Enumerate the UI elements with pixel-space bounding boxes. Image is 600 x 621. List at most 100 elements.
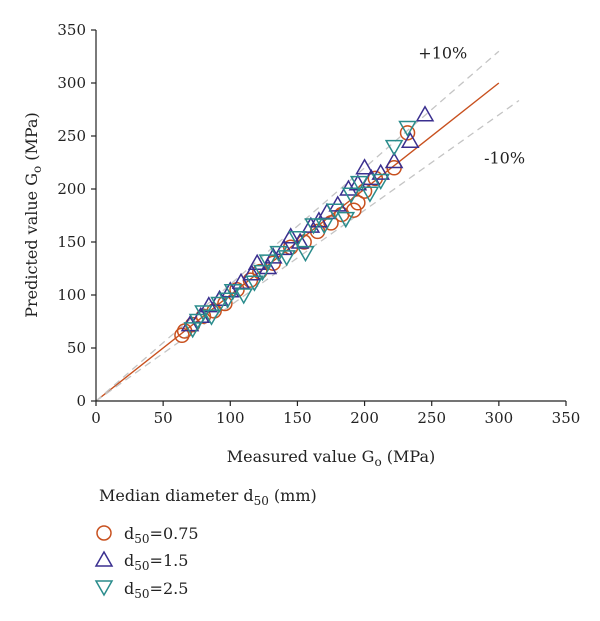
x-axis-title-sub: o — [374, 455, 381, 469]
legend-marker-triangle-up — [94, 550, 114, 567]
y-tick-label: 150 — [57, 233, 86, 251]
x-axis-title-unit: (MPa) — [382, 447, 436, 466]
x-tick-label: 0 — [91, 409, 101, 427]
reference-line-minus10 — [95, 99, 520, 402]
legend-title: Median diameter d50 (mm) — [99, 486, 317, 508]
data-point-triangle-down — [202, 309, 221, 326]
data-point-triangle-up — [301, 216, 321, 233]
legend-label-sub: 50 — [134, 559, 149, 573]
data-point-triangle-up — [415, 105, 435, 122]
data-point-triangle-down — [288, 231, 307, 248]
data-point-triangle-up — [309, 211, 329, 228]
legend-label-sub: 50 — [134, 587, 149, 601]
data-point-circle — [174, 327, 190, 344]
data-point-triangle-down — [234, 288, 254, 305]
y-tick-label: 300 — [57, 74, 86, 92]
legend-label-d50-1-5: d50=1.5 — [124, 551, 188, 573]
legend-item-d50-0-75: d50=0.75 — [96, 524, 199, 546]
x-tick-label: 200 — [350, 409, 379, 427]
legend-marker-circle — [96, 525, 112, 541]
x-tick-label: 100 — [216, 409, 245, 427]
x-tick-label: 300 — [485, 409, 514, 427]
legend-item-d50-1-5: d50=1.5 — [94, 550, 188, 573]
data-point-triangle-down — [398, 120, 417, 138]
data-point-triangle-up — [384, 151, 404, 169]
y-tick-label: 100 — [57, 286, 86, 304]
data-point-triangle-down — [218, 292, 237, 309]
data-point-triangle-down — [349, 175, 369, 193]
data-point-circle — [346, 202, 362, 218]
y-tick-label: 350 — [57, 21, 86, 39]
legend-label-pre: d — [124, 524, 134, 543]
data-point-triangle-up — [371, 163, 390, 180]
data-point-triangle-up — [220, 281, 240, 298]
data-point-triangle-down — [336, 211, 356, 229]
x-tick-label: 50 — [154, 409, 173, 427]
data-point-triangle-down — [245, 275, 264, 292]
data-point-triangle-down — [314, 218, 334, 235]
data-point-triangle-down — [188, 313, 208, 330]
legend-label-pre: d — [124, 551, 134, 570]
x-axis-title: Measured value Go (MPa) — [227, 447, 435, 469]
legend-title-unit: (mm) — [269, 486, 317, 505]
legend-label-d50-2-5: d50=2.5 — [124, 579, 188, 601]
data-point-triangle-up — [210, 289, 229, 306]
legend-item-d50-2-5: d50=2.5 — [94, 579, 188, 601]
data-point-triangle-down — [183, 322, 202, 339]
data-points — [174, 105, 435, 344]
legend-label-sub: 50 — [134, 532, 149, 546]
legend-label-pre: d — [124, 579, 134, 598]
x-tick-label: 150 — [283, 409, 312, 427]
minus-10-percent-label: -10% — [484, 149, 525, 168]
data-point-triangle-down — [253, 264, 272, 282]
legend-label-d50-0-75: d50=0.75 — [124, 524, 199, 546]
data-point-triangle-up — [355, 158, 374, 175]
y-tick-label: 200 — [57, 180, 86, 198]
legend-title-sub: 50 — [254, 494, 269, 508]
y-tick-label: 50 — [67, 339, 86, 357]
legend-label-post: =0.75 — [150, 524, 199, 543]
data-point-triangle-up — [274, 238, 294, 256]
plus-10-percent-label: +10% — [418, 44, 467, 63]
data-point-triangle-down — [371, 173, 390, 191]
data-point-triangle-up — [400, 131, 420, 149]
y-tick-label: 250 — [57, 127, 86, 145]
data-point-triangle-up — [258, 257, 278, 275]
x-tick-label: 250 — [417, 409, 446, 427]
y-tick-label: 0 — [76, 392, 86, 410]
data-point-triangle-up — [263, 247, 283, 264]
x-tick-label: 350 — [552, 409, 581, 427]
y-axis-title-unit: (MPa) — [22, 112, 41, 166]
data-point-triangle-down — [194, 305, 213, 322]
data-point-triangle-down — [210, 296, 229, 313]
data-point-triangle-up — [180, 315, 200, 332]
legend: Median diameter d50 (mm) d50=0.75 d50=1.… — [94, 486, 317, 601]
data-point-triangle-up — [290, 232, 310, 249]
legend-label-post: =2.5 — [150, 579, 189, 598]
data-point-triangle-down — [325, 203, 345, 220]
axis-ticks: 0 50 100 150 200 250 300 350 0 50 100 150 200 250 300 3… — [57, 21, 580, 427]
reference-line-plus10 — [95, 50, 500, 402]
y-axis-title: Predicted value Go (MPa) — [22, 112, 44, 318]
data-point-triangle-down — [277, 250, 296, 267]
data-point-triangle-down — [384, 139, 404, 157]
axes — [95, 30, 566, 402]
data-point-circle — [399, 125, 416, 141]
data-point-triangle-down — [258, 254, 278, 271]
reference-lines — [95, 50, 520, 402]
data-point-triangle-up — [242, 264, 262, 281]
data-point-triangle-down — [269, 245, 288, 263]
y-axis-title-sub: o — [30, 166, 44, 173]
data-point-triangle-down — [341, 187, 361, 204]
legend-title-main: Median diameter d — [99, 486, 254, 505]
x-axis-title-main: Measured value G — [227, 447, 375, 466]
series-triangle-down — [183, 120, 417, 339]
data-point-triangle-down — [360, 186, 380, 203]
y-axis-title-main: Predicted value G — [22, 173, 41, 318]
data-point-triangle-down — [296, 245, 315, 263]
data-point-triangle-up — [281, 227, 301, 244]
legend-marker-triangle-down — [94, 580, 114, 597]
data-point-triangle-down — [304, 218, 323, 235]
legend-label-post: =1.5 — [150, 551, 189, 570]
